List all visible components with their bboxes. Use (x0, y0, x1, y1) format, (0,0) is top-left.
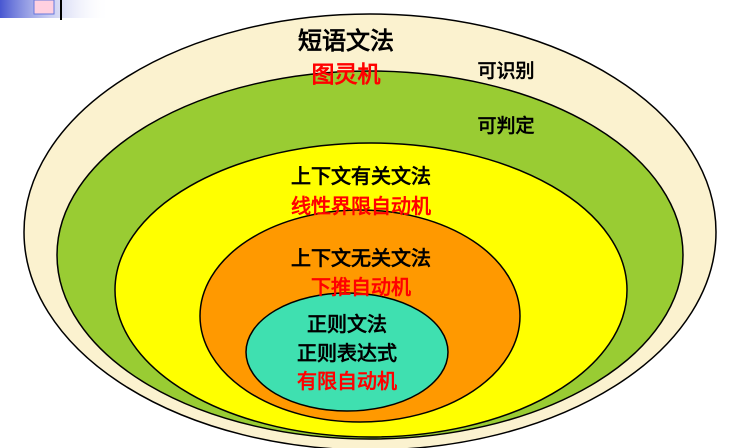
corner-bar-gradient (0, 0, 110, 18)
regular-grammar-title: 正则文法 (307, 312, 387, 336)
phrase-grammar-machine: 图灵机 (312, 62, 381, 88)
corner-bar-square (33, 0, 55, 15)
phrase-grammar-title: 短语文法 (298, 27, 394, 55)
context-sensitive-title: 上下文有关文法 (291, 164, 431, 188)
context-free-title: 上下文无关文法 (291, 246, 431, 270)
context-sensitive-machine: 线性界限自动机 (291, 194, 431, 218)
decidable-label: 可判定 (477, 114, 534, 137)
regular-grammar-machine: 有限自动机 (297, 369, 397, 393)
regular-grammar-ellipse (245, 292, 449, 412)
corner-decoration (0, 0, 110, 20)
regular-expression-label: 正则表达式 (297, 341, 397, 365)
context-free-machine: 下推自动机 (311, 275, 411, 299)
corner-bar-divider (60, 0, 62, 20)
recognizable-label: 可识别 (477, 60, 534, 82)
